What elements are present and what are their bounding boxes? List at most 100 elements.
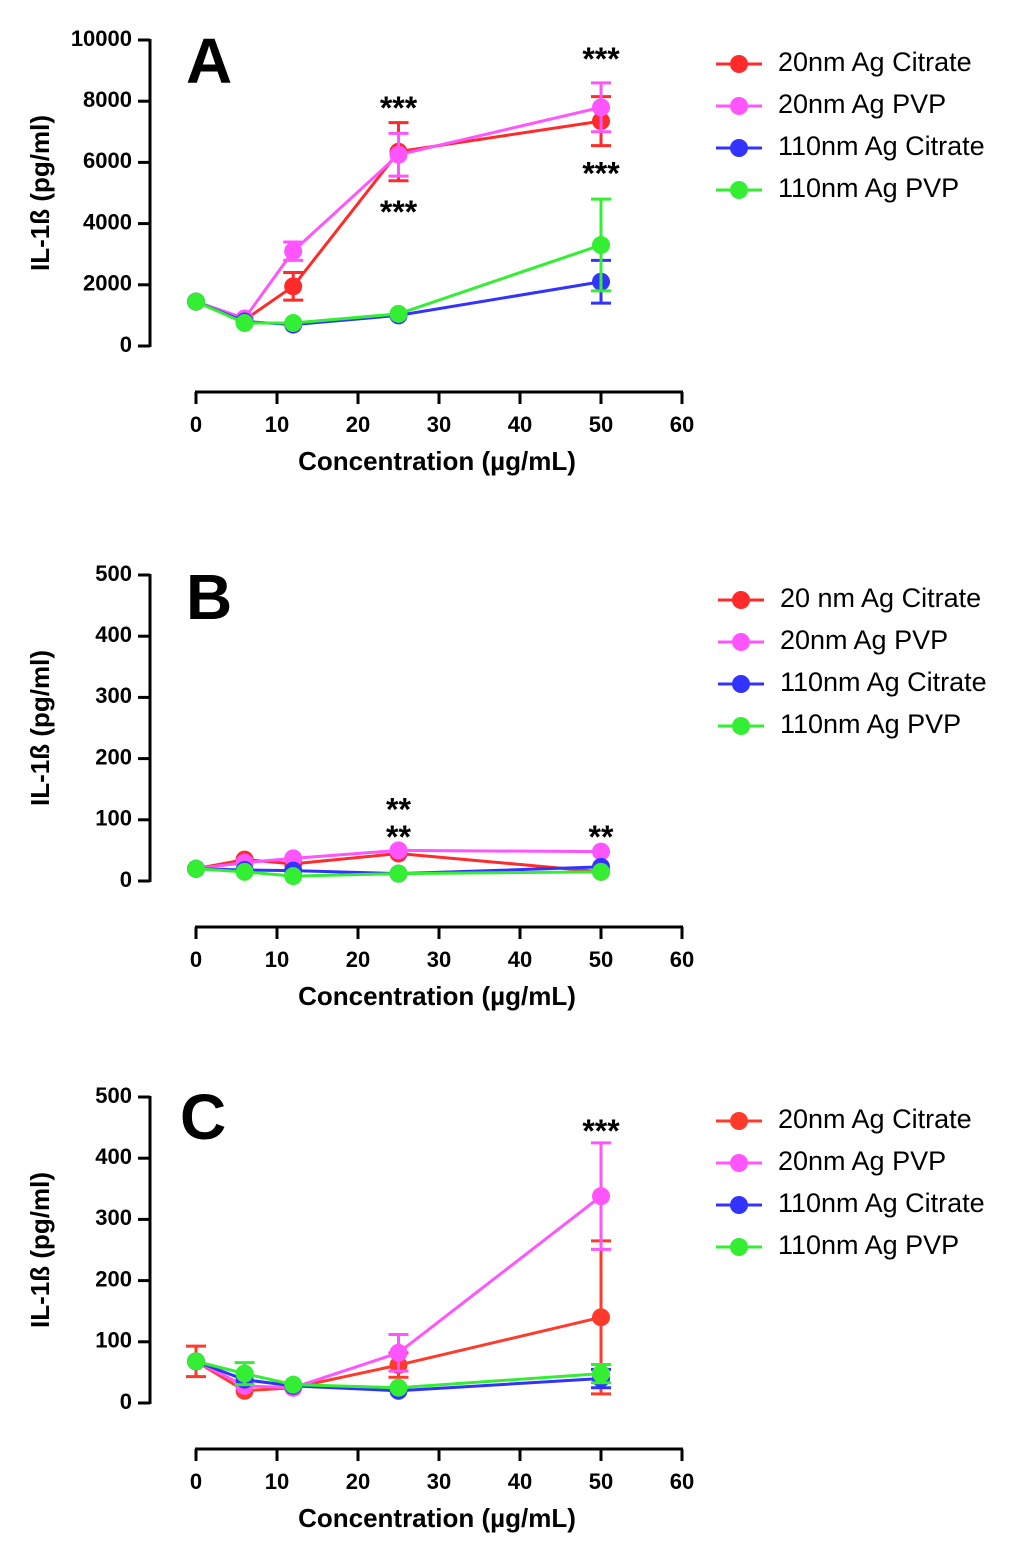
y-tick-label: 200	[95, 1266, 132, 1291]
legend-swatch-marker	[730, 1196, 748, 1214]
legend-swatch-marker	[730, 1238, 748, 1256]
y-tick-label: 500	[95, 1083, 132, 1108]
data-point	[284, 242, 303, 261]
data-point	[389, 1343, 408, 1362]
y-tick-label: 100	[95, 806, 132, 831]
data-point	[235, 1364, 254, 1383]
x-tick-label: 20	[346, 412, 370, 437]
y-axis-title: IL-1ß (pg/ml)	[25, 1172, 55, 1328]
data-point	[235, 314, 254, 333]
x-tick-label: 40	[508, 412, 532, 437]
panel-letter: B	[186, 561, 232, 633]
legend-label: 20nm Ag Citrate	[778, 1104, 972, 1134]
legend-label: 110nm Ag Citrate	[778, 131, 985, 161]
legend-label: 110nm Ag Citrate	[778, 1188, 985, 1218]
data-point	[284, 867, 303, 886]
y-tick-label: 0	[120, 1389, 132, 1414]
x-tick-label: 50	[589, 1469, 613, 1494]
significance-annotation: **	[386, 791, 411, 827]
panel-b: B 0 100 200 300 400 500 0 10 20 30 40 50 60 Concentrat…	[25, 561, 987, 1011]
panel-c: C 0 100 200 300 400 500 0 10 20 30 40 50 60 Concentrat…	[25, 1081, 985, 1533]
legend-label: 20nm Ag PVP	[778, 1146, 946, 1176]
series-3	[187, 197, 611, 333]
x-tick-label: 40	[508, 1469, 532, 1494]
legend-label: 20nm Ag Citrate	[778, 47, 972, 77]
legend-label: 110nm Ag PVP	[778, 173, 959, 203]
series-3	[187, 859, 610, 886]
panel-letter: C	[180, 1081, 226, 1153]
y-tick-label: 0	[120, 332, 132, 357]
x-tick-label: 10	[265, 947, 289, 972]
y-tick-label: 300	[95, 683, 132, 708]
x-axis-title: Concentration (µg/mL)	[298, 446, 576, 476]
panel-letter: A	[186, 25, 232, 97]
legend-swatch-marker	[730, 1154, 748, 1172]
legend-label: 20 nm Ag Citrate	[780, 583, 981, 613]
legend-swatch-marker	[730, 97, 748, 115]
legend-swatch-marker	[732, 591, 750, 609]
y-tick-label: 10000	[71, 26, 132, 51]
significance-annotation: **	[386, 819, 411, 855]
y-tick-label: 500	[95, 561, 132, 586]
y-axis-title: IL-1ß (pg/ml)	[25, 650, 55, 806]
y-tick-label: 400	[95, 1144, 132, 1169]
data-point	[592, 1308, 610, 1327]
x-tick-label: 50	[589, 947, 613, 972]
legend-swatch-marker	[730, 55, 748, 73]
x-tick-label: 20	[346, 947, 370, 972]
legend-swatch-marker	[732, 633, 750, 651]
data-point	[389, 1378, 408, 1397]
significance-annotation: ***	[582, 1113, 620, 1149]
x-tick-label: 40	[508, 947, 532, 972]
data-point	[284, 277, 303, 296]
legend-label: 20nm Ag PVP	[780, 625, 948, 655]
significance-annotation: ***	[380, 194, 418, 230]
y-tick-label: 100	[95, 1328, 132, 1353]
data-point	[187, 859, 205, 878]
legend-swatch-marker	[730, 139, 748, 157]
legend-label: 110nm Ag PVP	[778, 1230, 959, 1260]
legend-label: 20nm Ag PVP	[778, 89, 946, 119]
data-point	[284, 1375, 303, 1394]
y-axis-title: IL-1ß (pg/ml)	[25, 115, 55, 271]
x-tick-label: 60	[670, 412, 694, 437]
data-point	[592, 236, 610, 255]
x-tick-label: 20	[346, 1469, 370, 1494]
data-point	[592, 1187, 610, 1206]
y-tick-label: 200	[95, 744, 132, 769]
x-axis-title: Concentration (µg/mL)	[298, 1503, 576, 1533]
x-tick-label: 30	[427, 947, 451, 972]
significance-annotation: ***	[582, 41, 620, 77]
x-axis-title: Concentration (µg/mL)	[298, 981, 576, 1011]
data-point	[187, 1352, 205, 1371]
x-tick-label: 0	[190, 1469, 202, 1494]
y-tick-label: 6000	[83, 148, 132, 173]
data-point	[284, 314, 303, 333]
y-tick-label: 0	[120, 867, 132, 892]
legend-swatch-marker	[730, 181, 748, 199]
significance-annotation: **	[589, 819, 614, 855]
x-tick-label: 30	[427, 1469, 451, 1494]
y-tick-label: 400	[95, 622, 132, 647]
data-point	[187, 292, 205, 311]
data-point	[389, 304, 408, 323]
y-tick-label: 2000	[83, 271, 132, 296]
data-point	[389, 145, 408, 164]
legend-swatch-marker	[732, 717, 750, 735]
data-point	[592, 1364, 610, 1383]
legend-label: 110nm Ag PVP	[780, 709, 961, 739]
y-tick-label: 8000	[83, 87, 132, 112]
series-3	[187, 1352, 611, 1397]
significance-annotation: ***	[582, 156, 620, 192]
data-point	[389, 841, 408, 860]
data-point	[592, 862, 610, 881]
legend-label: 110nm Ag Citrate	[780, 667, 987, 697]
legend-swatch-marker	[730, 1112, 748, 1130]
x-tick-label: 0	[190, 412, 202, 437]
x-tick-label: 10	[265, 1469, 289, 1494]
x-tick-label: 30	[427, 412, 451, 437]
significance-annotation: ***	[380, 90, 418, 126]
data-point	[592, 98, 610, 117]
data-point	[389, 864, 408, 883]
